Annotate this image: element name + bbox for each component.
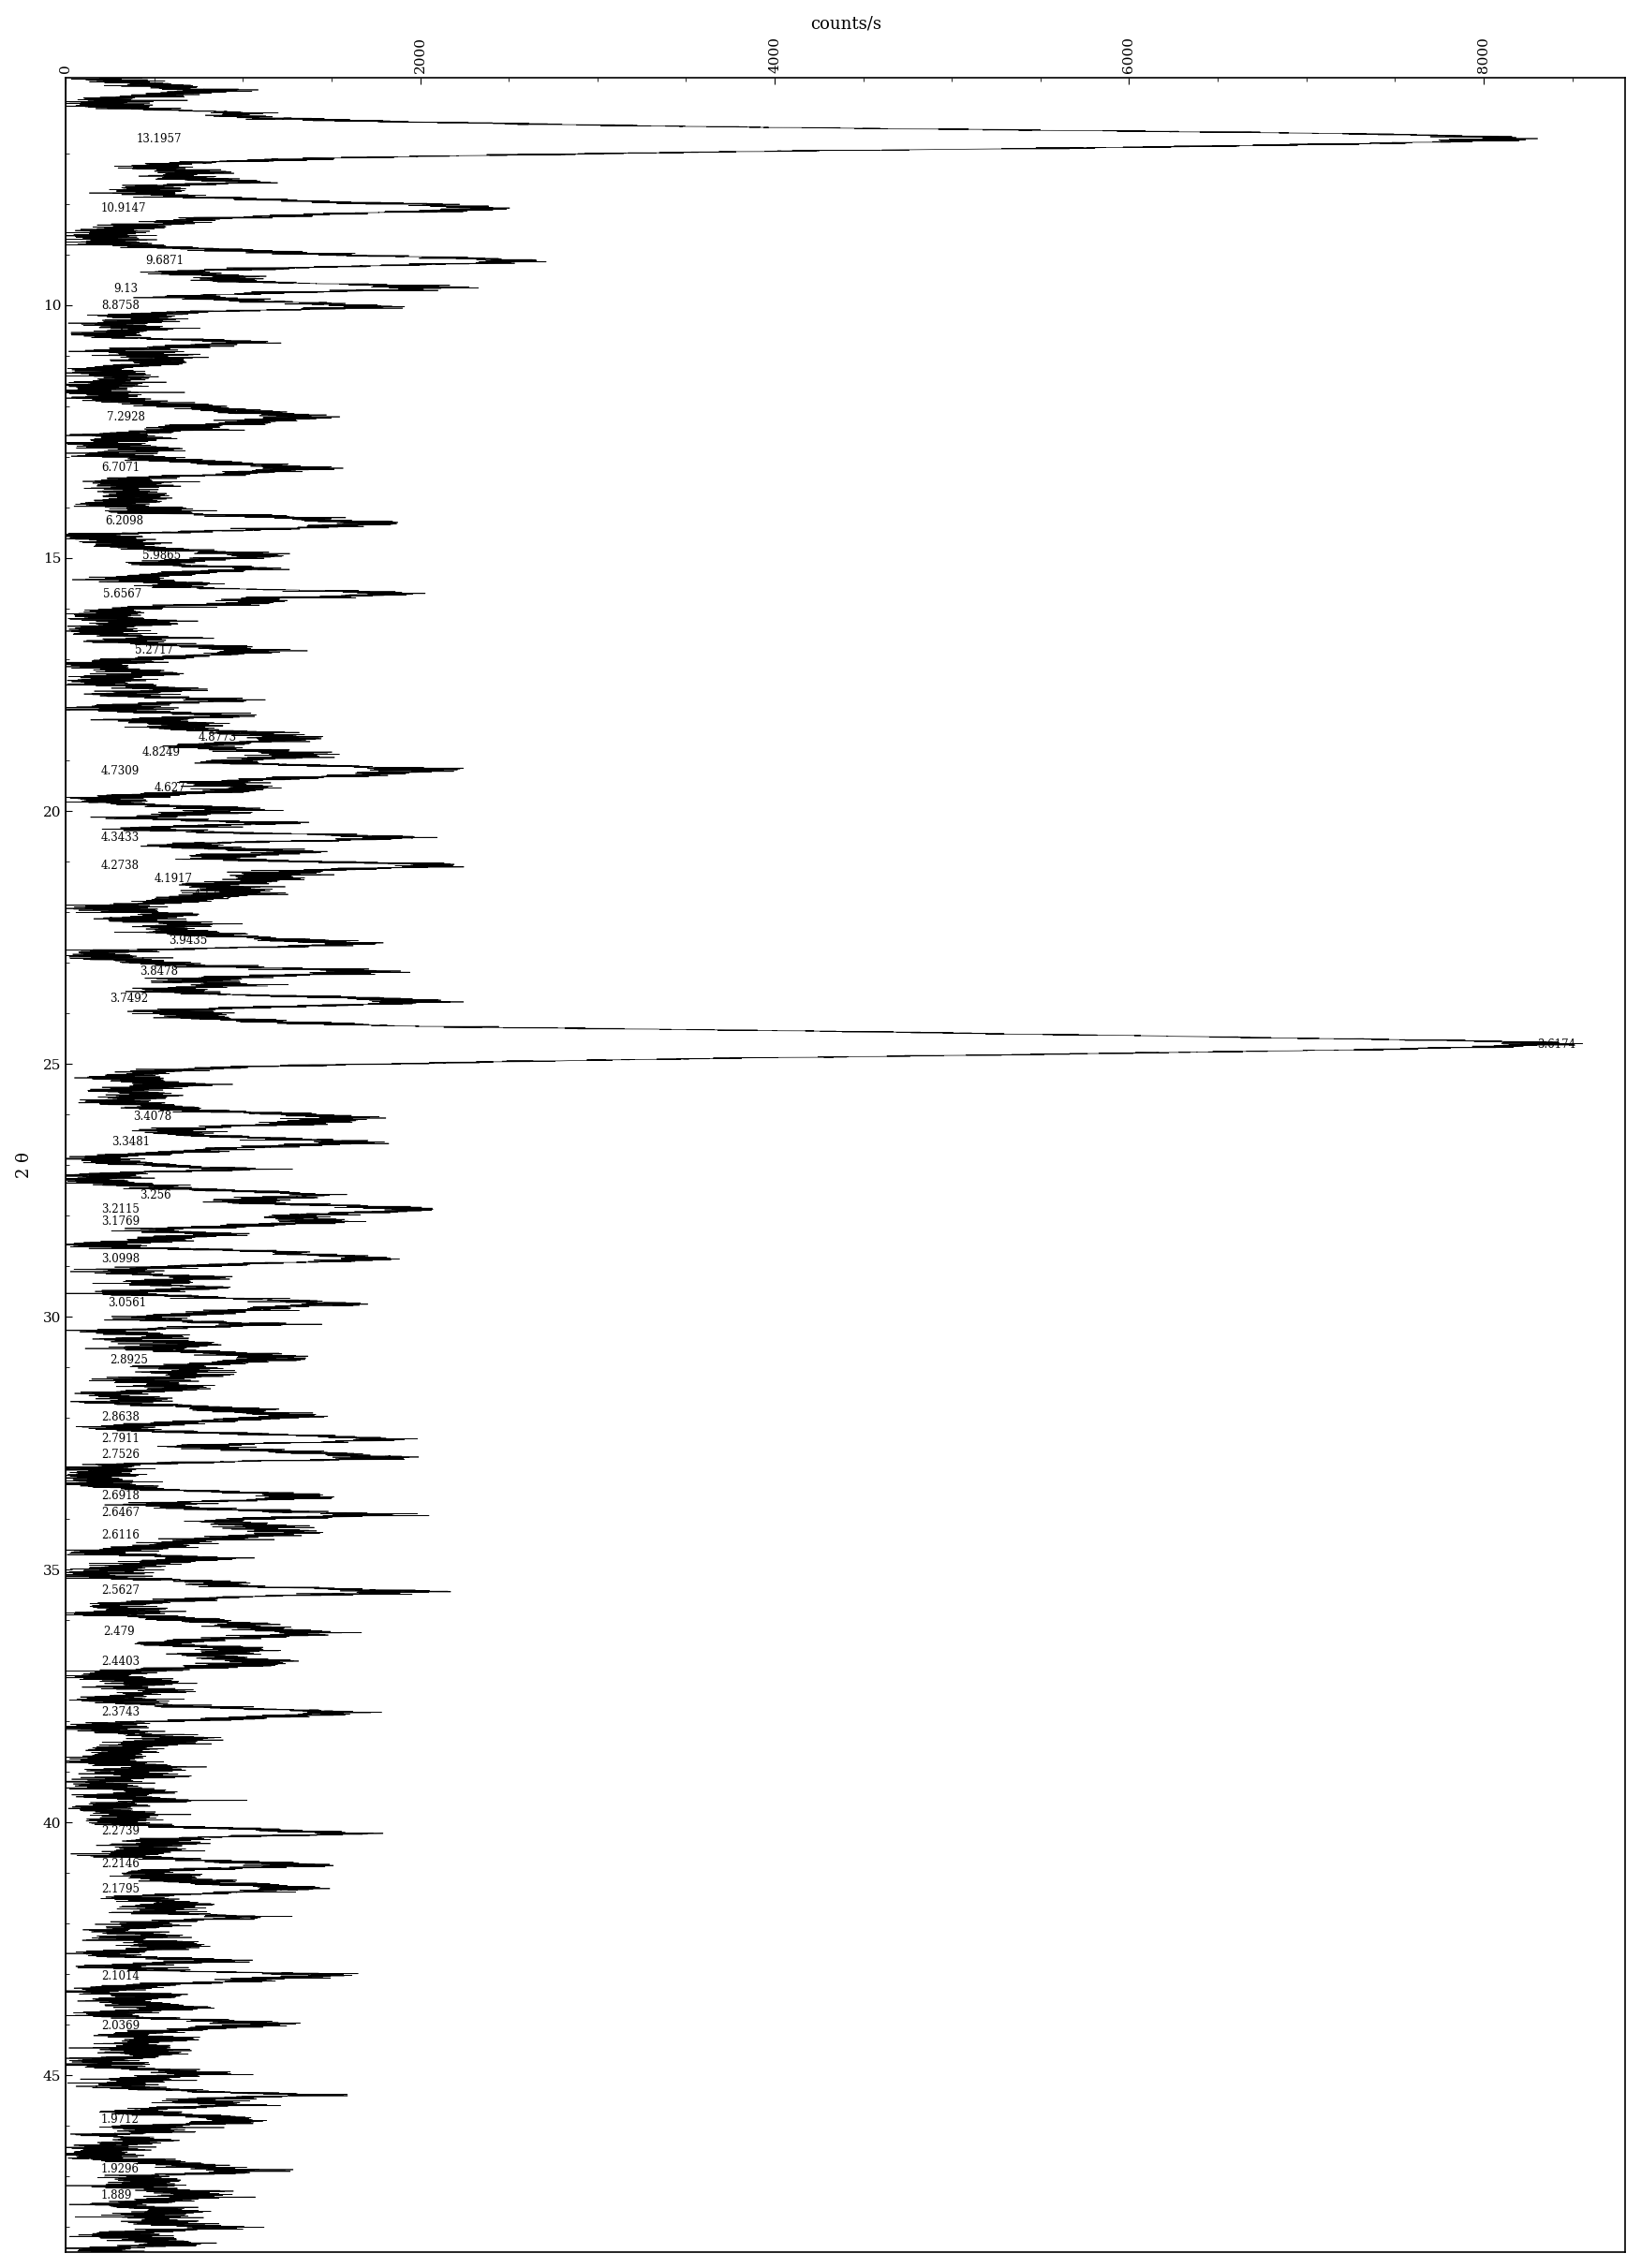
Text: 2.6116: 2.6116 <box>102 1529 139 1542</box>
Text: 2.2146: 2.2146 <box>102 1857 139 1871</box>
Text: 6.2098: 6.2098 <box>105 515 143 526</box>
Text: 7.2928: 7.2928 <box>107 411 144 424</box>
Text: 1.9712: 1.9712 <box>102 2114 139 2125</box>
Text: 4.7309: 4.7309 <box>102 764 139 778</box>
Text: 2.0369: 2.0369 <box>102 2021 139 2032</box>
Text: 3.7492: 3.7492 <box>110 993 149 1005</box>
Y-axis label: 2 θ: 2 θ <box>16 1152 33 1177</box>
Text: 2.6467: 2.6467 <box>102 1506 139 1520</box>
Text: 3.1769: 3.1769 <box>102 1216 139 1227</box>
Text: 4.627: 4.627 <box>154 782 185 794</box>
Text: 13.1957: 13.1957 <box>136 134 182 145</box>
Text: 5.2717: 5.2717 <box>135 644 174 658</box>
Text: 2.6918: 2.6918 <box>102 1490 139 1501</box>
Text: 10.9147: 10.9147 <box>102 202 146 213</box>
Text: 4.1917: 4.1917 <box>154 873 192 885</box>
Text: 4.8773: 4.8773 <box>199 733 238 744</box>
Text: 4.1344: 4.1344 <box>194 889 231 900</box>
Text: 3.3481: 3.3481 <box>112 1136 151 1148</box>
Text: 1.889: 1.889 <box>102 2189 133 2202</box>
Text: 3.2115: 3.2115 <box>102 1204 139 1216</box>
Text: 2.2739: 2.2739 <box>102 1826 139 1837</box>
Text: 3.8478: 3.8478 <box>139 966 179 978</box>
Text: 4.8249: 4.8249 <box>141 746 181 760</box>
Text: 3.6174: 3.6174 <box>1536 1039 1575 1050</box>
Text: 3.0561: 3.0561 <box>108 1297 146 1309</box>
Text: 9.13: 9.13 <box>113 284 138 295</box>
Text: 1.9296: 1.9296 <box>102 2164 139 2175</box>
Text: 2.5627: 2.5627 <box>102 1585 139 1597</box>
Text: 3.9435: 3.9435 <box>169 934 207 946</box>
Text: 6.7071: 6.7071 <box>102 463 139 474</box>
Text: 2.1014: 2.1014 <box>102 1971 139 1982</box>
Text: 3.4078: 3.4078 <box>133 1111 172 1123</box>
Text: 2.4403: 2.4403 <box>102 1656 139 1667</box>
Text: 4.2738: 4.2738 <box>102 860 139 871</box>
Text: 2.3743: 2.3743 <box>102 1706 139 1719</box>
Text: 3.256: 3.256 <box>139 1188 172 1202</box>
Text: 2.8925: 2.8925 <box>110 1354 148 1365</box>
Text: 4.3433: 4.3433 <box>102 832 139 844</box>
Text: 2.479: 2.479 <box>103 1626 135 1637</box>
X-axis label: counts/s: counts/s <box>811 16 881 32</box>
Text: 2.7911: 2.7911 <box>102 1433 139 1445</box>
Text: 5.9865: 5.9865 <box>141 549 181 562</box>
Text: 3.0998: 3.0998 <box>102 1252 139 1266</box>
Text: 2.7526: 2.7526 <box>102 1449 139 1461</box>
Text: 2.1795: 2.1795 <box>102 1882 139 1896</box>
Text: 5.6567: 5.6567 <box>103 587 141 601</box>
Text: 9.6871: 9.6871 <box>146 254 184 268</box>
Text: 2.8638: 2.8638 <box>102 1411 139 1422</box>
Text: 8.8758: 8.8758 <box>102 299 139 311</box>
